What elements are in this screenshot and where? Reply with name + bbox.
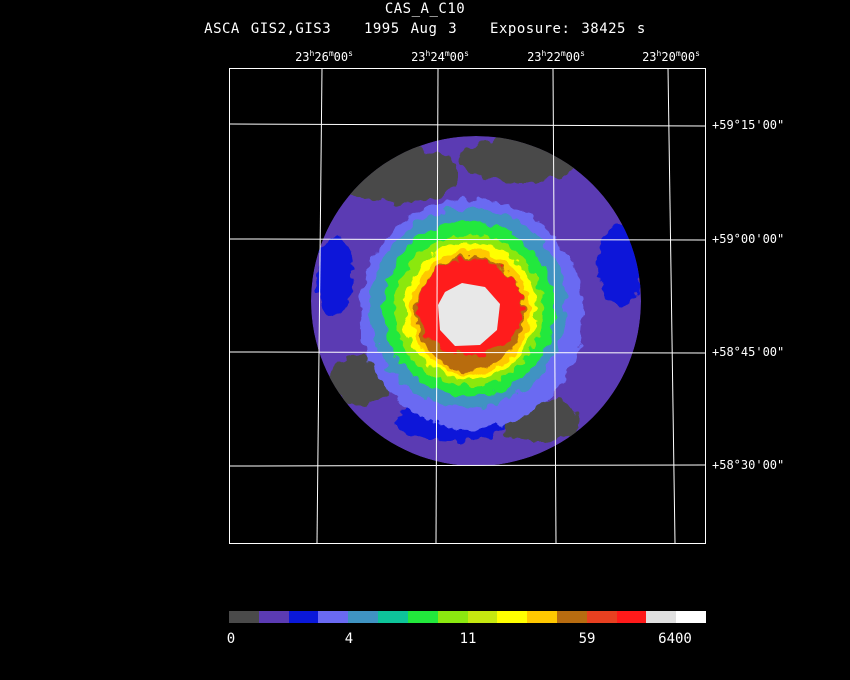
dec-tick-label: +58°45'00": [712, 345, 785, 359]
colorbar-label: 11: [459, 631, 477, 647]
ra-tick-label: 23h22m00s: [527, 49, 585, 64]
colorbar-label: 4: [344, 631, 354, 647]
dec-tick-label: +59°15'00": [712, 118, 785, 132]
ra-gridline: [316, 67, 323, 544]
colorbar-swatch: [258, 611, 289, 623]
edge-patch: [598, 225, 641, 305]
colorbar-swatch: [229, 611, 259, 623]
dec-gridline: [228, 464, 707, 467]
colorbar-swatch: [616, 611, 647, 623]
colorbar-swatch: [318, 611, 349, 623]
colorbar-label: 59: [578, 631, 596, 647]
object-title: CAS_A_C10: [384, 1, 466, 17]
ra-gridline: [435, 67, 439, 544]
colorbar-swatch: [288, 611, 319, 623]
dec-tick-label: +58°30'00": [712, 458, 785, 472]
instrument-label: ASCA GIS2,GIS3: [204, 21, 332, 37]
ra-tick-label: 23h26m00s: [295, 49, 353, 64]
coordinate-grid: [228, 67, 707, 544]
dec-tick-label: +59°00'00": [712, 232, 785, 246]
dec-gridline: [228, 123, 707, 127]
plot-frame: [229, 68, 706, 544]
colorbar-swatch: [646, 611, 677, 623]
observation-info: ASCA GIS2,GIS3 1995 Aug 3 Exposure: 3842…: [0, 21, 850, 37]
colorbar-swatch: [527, 611, 557, 623]
ra-gridline: [667, 67, 676, 544]
colorbar-swatch: [467, 611, 498, 623]
colorbar-swatch: [497, 611, 528, 623]
colorbar-swatch: [348, 611, 379, 623]
rim-patch: [460, 138, 580, 182]
colorbar-swatch: [437, 611, 468, 623]
colorbar-swatch: [407, 611, 438, 623]
ra-tick-label: 23h20m00s: [642, 49, 700, 64]
colorbar-swatch: [676, 611, 706, 623]
colorbar-swatch: [378, 611, 408, 623]
colorbar: [229, 611, 706, 623]
rim-patch: [340, 147, 460, 203]
exposure-label: Exposure: 38425 s: [490, 21, 646, 37]
xray-emission-image: [311, 136, 641, 466]
ra-gridline: [552, 67, 557, 544]
colorbar-swatch: [556, 611, 587, 623]
dec-gridline: [228, 238, 707, 241]
colorbar-swatch: [586, 611, 617, 623]
edge-patch: [317, 235, 353, 315]
colorbar-label: 6400: [658, 631, 692, 647]
dec-gridline: [228, 351, 707, 354]
colorbar-label: 0: [226, 631, 236, 647]
core-white: [438, 283, 500, 346]
date-label: 1995 Aug 3: [363, 21, 458, 37]
ra-tick-label: 23h24m00s: [411, 49, 469, 64]
